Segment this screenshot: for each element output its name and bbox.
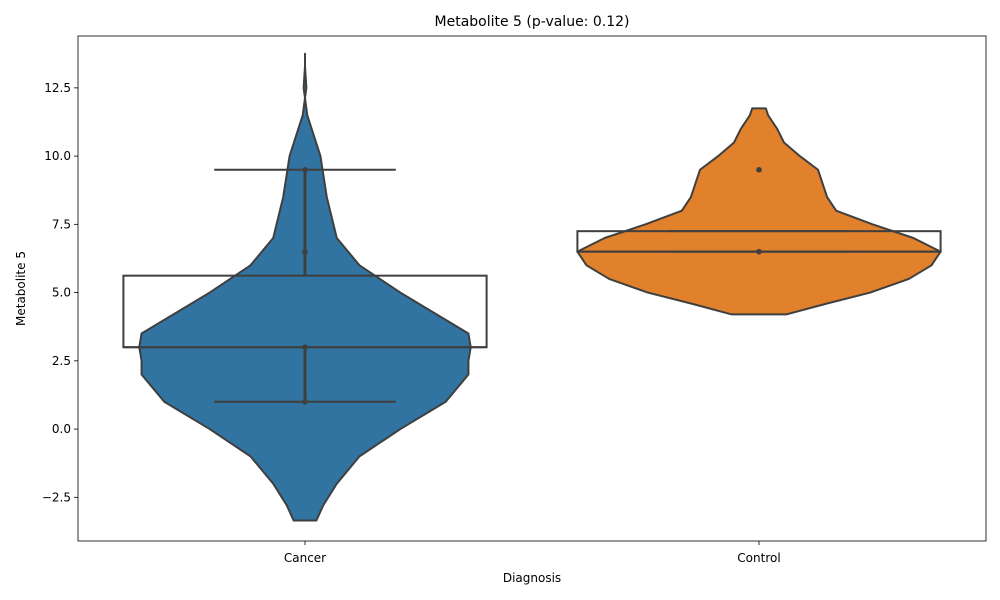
y-tick-label: 7.5 (52, 217, 71, 231)
data-point-cancer-0 (302, 398, 308, 405)
y-tick-label: 12.5 (44, 81, 71, 95)
violin-cancer (138, 52, 472, 522)
y-axis-label: Metabolite 5 (14, 251, 28, 326)
x-tick-label-control: Control (737, 551, 780, 565)
plot-frame (77, 35, 987, 542)
x-axis: Cancer Control (284, 541, 781, 565)
data-point-cancer-1 (302, 344, 308, 350)
data-point-control-1 (756, 166, 762, 173)
y-tick-label: 10.0 (44, 149, 71, 163)
chart-title: Metabolite 5 (p-value: 0.12) (435, 14, 630, 30)
data-point-cancer-3 (302, 166, 308, 173)
plot-marks (122, 52, 942, 522)
x-axis-label: Diagnosis (503, 571, 561, 585)
data-point-cancer-2 (302, 248, 308, 255)
data-point-control-0 (756, 248, 762, 255)
violin-control (576, 107, 942, 316)
y-tick-label: 0.0 (52, 422, 71, 436)
y-tick-label: 2.5 (52, 354, 71, 368)
y-tick-label: 5.0 (52, 286, 71, 300)
x-tick-label-cancer: Cancer (284, 551, 326, 565)
y-axis: −2.5 0.0 2.5 5.0 7.5 10.0 12.5 (42, 81, 78, 504)
y-tick-label: −2.5 (42, 490, 71, 504)
